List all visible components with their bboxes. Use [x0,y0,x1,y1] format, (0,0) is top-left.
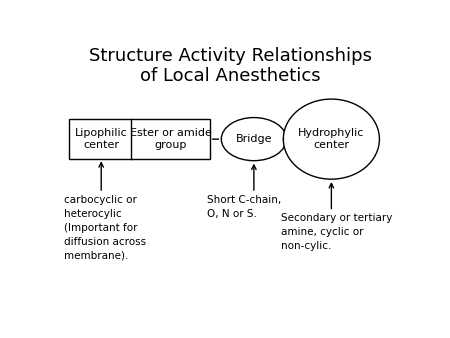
FancyBboxPatch shape [131,119,211,159]
FancyBboxPatch shape [69,119,133,159]
Text: carbocyclic or
heterocylic
(Important for
diffusion across
membrane).: carbocyclic or heterocylic (Important fo… [64,195,146,261]
Text: Hydrophylic
center: Hydrophylic center [298,128,364,150]
Text: Short C-chain,
O, N or S.: Short C-chain, O, N or S. [207,195,282,219]
Text: Lipophilic
center: Lipophilic center [75,128,128,150]
Ellipse shape [221,118,287,161]
Text: Secondary or tertiary
amine, cyclic or
non-cylic.: Secondary or tertiary amine, cyclic or n… [281,213,392,251]
Text: Bridge: Bridge [236,134,272,144]
Text: Structure Activity Relationships
of Local Anesthetics: Structure Activity Relationships of Loca… [89,47,372,86]
Ellipse shape [284,99,379,179]
Text: Ester or amide
group: Ester or amide group [130,128,212,150]
